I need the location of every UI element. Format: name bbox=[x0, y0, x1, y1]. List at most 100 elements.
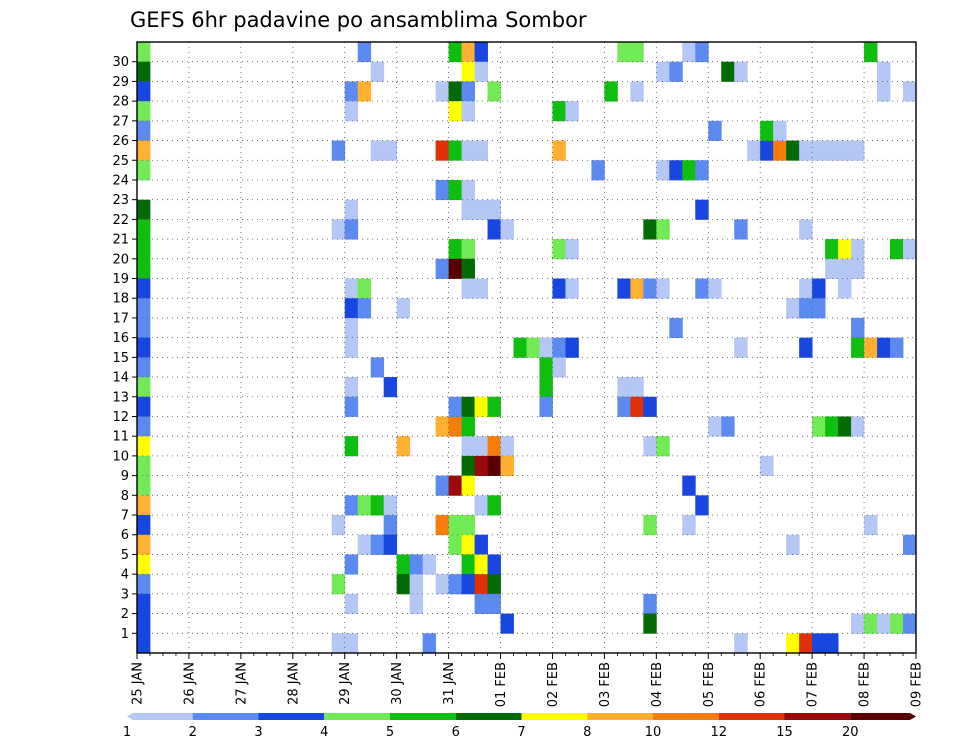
heatmap-cell bbox=[448, 42, 462, 63]
y-tick-label: 9 bbox=[121, 469, 129, 484]
heatmap-cell bbox=[344, 199, 359, 220]
heatmap-cell bbox=[799, 337, 813, 358]
heatmap-cell bbox=[344, 495, 359, 516]
heatmap-cell bbox=[137, 574, 151, 595]
heatmap-cell bbox=[682, 515, 696, 536]
heatmap-cell bbox=[461, 81, 475, 102]
heatmap-cell bbox=[851, 416, 865, 437]
heatmap-cell bbox=[851, 613, 865, 634]
y-axis-ticks: 1234567891011121314151617181920212223242… bbox=[112, 55, 137, 642]
colorbar-label: 15 bbox=[776, 725, 793, 740]
heatmap-cell bbox=[137, 140, 151, 161]
y-tick-label: 14 bbox=[112, 371, 129, 386]
heatmap-cell bbox=[565, 337, 579, 358]
heatmap-cell bbox=[695, 42, 709, 63]
heatmap-cell bbox=[370, 534, 385, 555]
heatmap-cell bbox=[435, 140, 449, 161]
y-tick-label: 21 bbox=[112, 233, 129, 248]
heatmap-cell bbox=[669, 61, 683, 82]
heatmap-cell bbox=[825, 140, 839, 161]
heatmap-cell bbox=[487, 81, 501, 102]
heatmap-cell bbox=[812, 633, 826, 654]
heatmap-cell bbox=[370, 61, 385, 82]
chart-title: GEFS 6hr padavine po ansamblima Sombor bbox=[130, 8, 587, 32]
heatmap-cell bbox=[383, 534, 398, 555]
heatmap-cell bbox=[344, 377, 359, 398]
heatmap-cell bbox=[344, 396, 359, 417]
y-tick-label: 18 bbox=[112, 292, 129, 307]
heatmap-cell bbox=[474, 42, 488, 63]
heatmap-cell bbox=[786, 140, 800, 161]
colorbar-swatch bbox=[258, 713, 325, 720]
heatmap-cell bbox=[448, 396, 462, 417]
y-tick-label: 13 bbox=[112, 390, 129, 405]
heatmap-cell bbox=[552, 101, 566, 122]
heatmap-cell bbox=[137, 455, 151, 477]
heatmap-cell bbox=[474, 554, 488, 575]
heatmap-cell bbox=[799, 140, 813, 161]
heatmap-cell bbox=[461, 396, 475, 417]
heatmap-cell bbox=[799, 298, 813, 319]
heatmap-cell bbox=[617, 396, 631, 417]
y-tick-label: 23 bbox=[112, 193, 129, 208]
heatmap-cell bbox=[344, 81, 359, 102]
heatmap-cell bbox=[539, 396, 553, 417]
heatmap-cell bbox=[474, 199, 488, 220]
y-tick-label: 22 bbox=[112, 213, 129, 228]
heatmap-cell bbox=[903, 239, 917, 260]
heatmap-cell bbox=[137, 515, 151, 536]
heatmap-cell bbox=[344, 219, 359, 240]
heatmap-cell bbox=[137, 278, 151, 299]
y-tick-label: 8 bbox=[121, 489, 129, 504]
y-tick-label: 30 bbox=[112, 55, 129, 70]
heatmap-cell bbox=[461, 278, 475, 299]
heatmap-cell bbox=[643, 396, 657, 417]
heatmap-cell bbox=[448, 416, 462, 437]
heatmap-cell bbox=[435, 416, 449, 437]
y-tick-label: 24 bbox=[112, 173, 129, 188]
heatmap-cell bbox=[461, 61, 475, 82]
heatmap-cell bbox=[344, 278, 359, 299]
heatmap-cell bbox=[838, 140, 852, 161]
heatmap-cell bbox=[747, 140, 761, 161]
y-tick-label: 10 bbox=[112, 449, 129, 464]
heatmap-cell bbox=[838, 416, 852, 437]
y-tick-label: 1 bbox=[121, 627, 129, 642]
colorbar-label: 4 bbox=[320, 725, 328, 740]
heatmap-cell bbox=[890, 613, 904, 634]
heatmap-cell bbox=[137, 357, 151, 378]
heatmap-cell bbox=[565, 239, 579, 260]
heatmap-cell bbox=[331, 140, 346, 161]
heatmap-cell bbox=[773, 140, 787, 161]
heatmap-cell bbox=[422, 633, 437, 654]
heatmap-cell bbox=[448, 475, 462, 496]
heatmap-cell bbox=[643, 436, 657, 457]
heatmap-cell bbox=[734, 633, 748, 654]
heatmap-cell bbox=[825, 633, 839, 654]
heatmap-cell bbox=[137, 534, 151, 555]
y-tick-label: 28 bbox=[112, 95, 129, 110]
heatmap-cell bbox=[396, 574, 411, 595]
heatmap-cell bbox=[734, 219, 748, 240]
heatmap-cell bbox=[357, 534, 372, 555]
heatmap-cell bbox=[137, 613, 151, 634]
heatmap-cell bbox=[409, 574, 424, 595]
heatmap-cell bbox=[513, 337, 527, 358]
heatmap-cell bbox=[851, 337, 865, 358]
heatmap-cell bbox=[825, 258, 839, 279]
colorbar-swatch bbox=[192, 713, 259, 720]
colorbar-label: 7 bbox=[517, 725, 525, 740]
heatmap-cell bbox=[461, 554, 475, 575]
heatmap-cell bbox=[137, 199, 151, 220]
x-tick-label: 29 JAN bbox=[338, 662, 353, 705]
heatmap-cell bbox=[435, 515, 449, 536]
heatmap-cell bbox=[383, 140, 398, 161]
heatmap-cell bbox=[643, 593, 657, 614]
heatmap-cell bbox=[448, 140, 462, 161]
heatmap-cell bbox=[331, 515, 346, 536]
colorbar-swatch bbox=[784, 713, 851, 720]
heatmap-cell bbox=[461, 42, 475, 63]
heatmap-cell bbox=[617, 377, 631, 398]
heatmap-cell bbox=[461, 258, 475, 279]
